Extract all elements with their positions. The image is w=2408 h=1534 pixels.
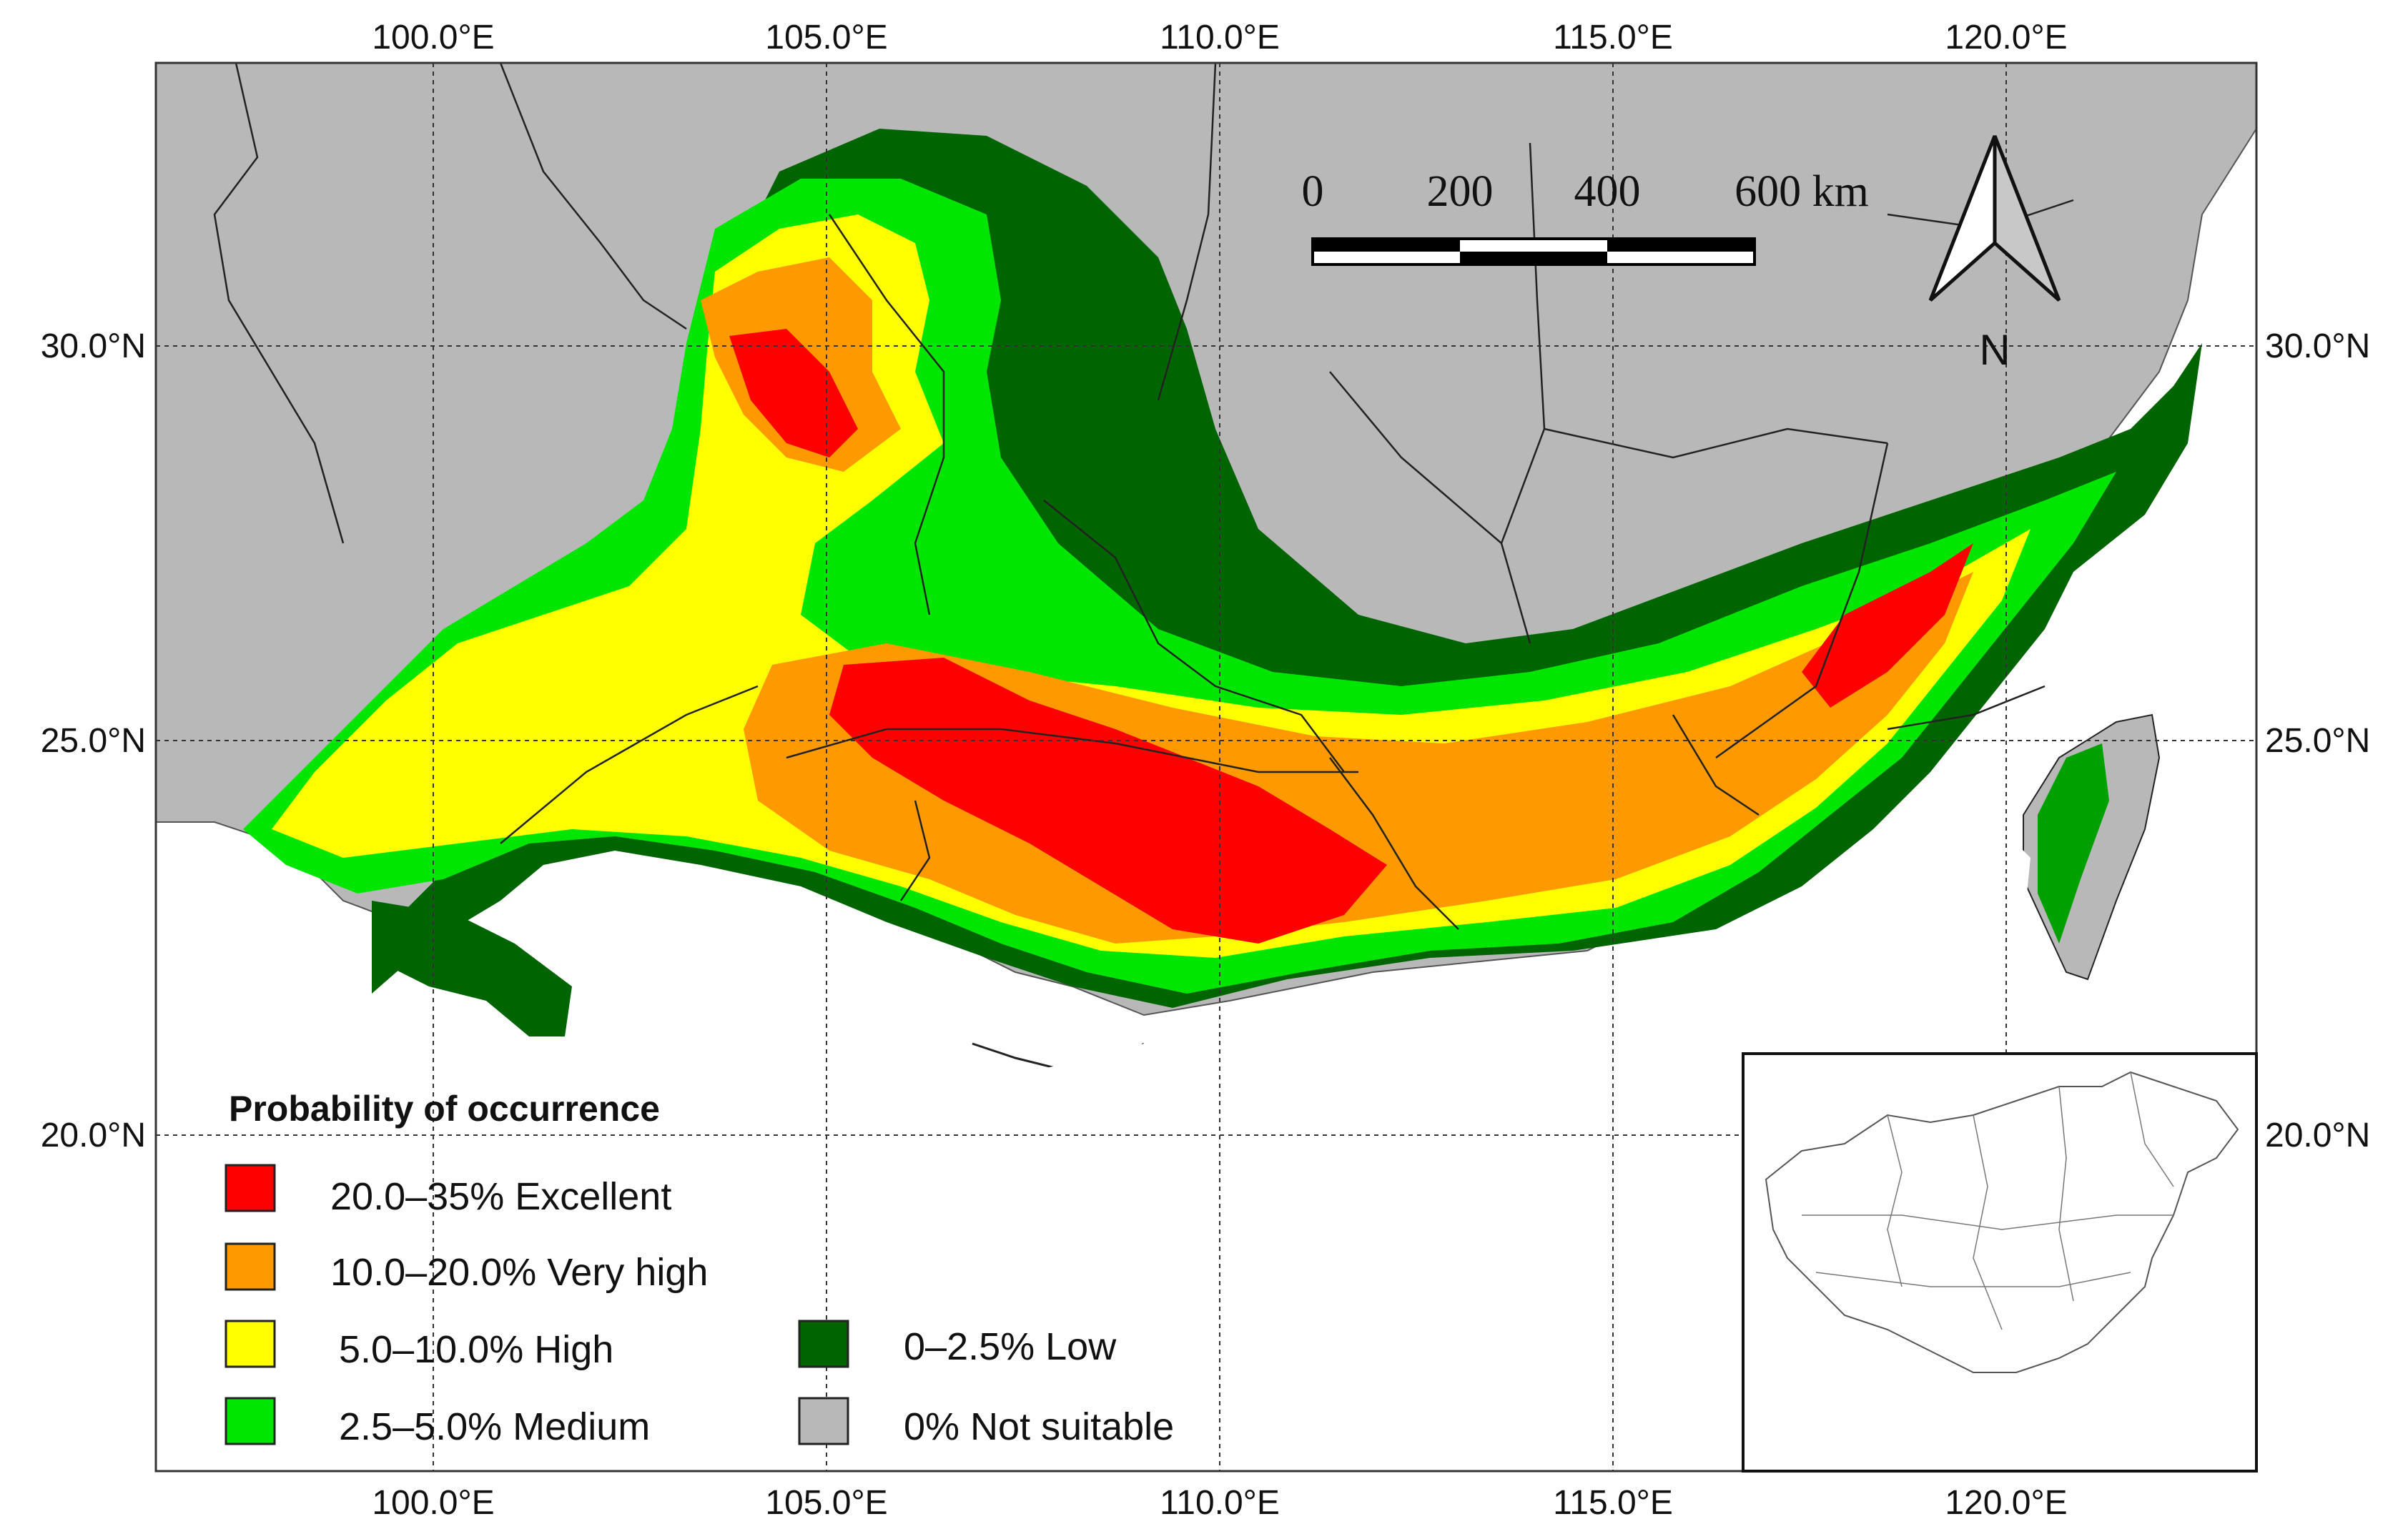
lat-ticks-right: 30.0°N 25.0°N 20.0°N xyxy=(2265,327,2370,1154)
legend-swatch-excellent xyxy=(224,1164,276,1212)
legend-label-very-high: 10.0–20.0% Very high xyxy=(330,1251,708,1294)
lon-tick-top-2: 110.0°E xyxy=(1160,19,1280,56)
lon-ticks-bottom: 100.0°E 105.0°E 110.0°E 115.0°E 120.0°E xyxy=(372,1484,2067,1522)
china-outline-icon xyxy=(1765,1071,2239,1373)
taiwan-suitable xyxy=(2038,743,2109,944)
legend: Probability of occurrence 20.0–35% Excel… xyxy=(224,1089,1174,1448)
lon-tick-bottom-0: 100.0°E xyxy=(372,1484,494,1522)
scale-label-200: 200 xyxy=(1427,167,1494,216)
lat-tick-left-2: 20.0°N xyxy=(41,1117,146,1154)
lon-tick-bottom-3: 115.0°E xyxy=(1553,1484,1673,1522)
legend-label-not-suitable: 0% Not suitable xyxy=(904,1405,1174,1448)
lat-tick-left-0: 30.0°N xyxy=(41,327,146,365)
inset-map xyxy=(1742,1052,2258,1473)
myanmar-low-zone xyxy=(372,901,572,1036)
lat-tick-right-2: 20.0°N xyxy=(2265,1117,2370,1154)
lon-tick-bottom-2: 110.0°E xyxy=(1160,1484,1280,1522)
scale-bar: 0 200 400 600 km xyxy=(1302,167,1869,266)
scale-label-0: 0 xyxy=(1302,167,1324,216)
lon-ticks-top: 100.0°E 105.0°E 110.0°E 115.0°E 120.0°E xyxy=(372,19,2067,56)
province-borders xyxy=(213,62,2074,930)
legend-title: Probability of occurrence xyxy=(229,1089,660,1129)
legend-swatch-medium xyxy=(224,1397,276,1445)
lon-tick-top-1: 105.0°E xyxy=(765,19,887,56)
legend-label-high: 5.0–10.0% High xyxy=(339,1328,613,1371)
north-label: N xyxy=(1979,326,2010,374)
legend-swatch-not-suitable xyxy=(798,1397,849,1445)
lon-tick-top-0: 100.0°E xyxy=(372,19,494,56)
map-frame xyxy=(154,61,2258,1473)
lat-ticks-left: 30.0°N 25.0°N 20.0°N xyxy=(41,327,146,1154)
lon-tick-bottom-1: 105.0°E xyxy=(765,1484,887,1522)
legend-swatch-very-high xyxy=(224,1242,276,1291)
legend-label-medium: 2.5–5.0% Medium xyxy=(339,1405,650,1448)
lon-tick-bottom-4: 120.0°E xyxy=(1945,1484,2067,1522)
scale-label-600: 600 km xyxy=(1735,167,1869,216)
south-sea xyxy=(156,829,2030,1471)
legend-label-excellent: 20.0–35% Excellent xyxy=(330,1175,671,1218)
legend-swatch-high xyxy=(224,1320,276,1368)
lat-tick-right-1: 25.0°N xyxy=(2265,722,2370,760)
scale-label-400: 400 xyxy=(1574,167,1641,216)
north-arrow-icon: N xyxy=(1928,135,2061,374)
legend-swatch-low xyxy=(798,1320,849,1368)
lat-tick-right-0: 30.0°N xyxy=(2265,327,2370,365)
lon-tick-top-3: 115.0°E xyxy=(1553,19,1673,56)
lat-tick-left-1: 25.0°N xyxy=(41,722,146,760)
legend-label-low: 0–2.5% Low xyxy=(904,1325,1117,1368)
lon-tick-top-4: 120.0°E xyxy=(1945,19,2067,56)
zone-excellent xyxy=(729,329,1973,944)
